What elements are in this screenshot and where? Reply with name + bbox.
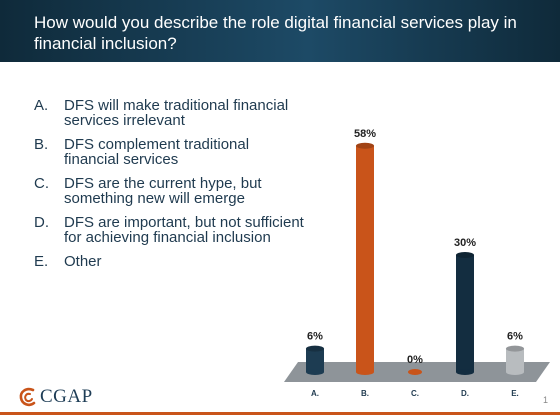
category-label: C. [411,389,419,398]
answer-option-a: A. DFS will make traditional financial s… [34,98,304,128]
category-label: B. [361,389,369,398]
cgap-swirl-icon [19,387,36,407]
option-text: DFS are the current hype, but something … [64,175,262,207]
bar-disc-C. [408,369,422,375]
bar-base-E. [506,369,524,375]
bar-body-E. [506,348,524,372]
data-label: 0% [407,354,423,366]
answer-option-d: D. DFS are important, but not sufficient… [34,215,304,245]
data-label: 58% [354,128,376,140]
bottom-divider [0,412,560,415]
answer-option-e: E. Other [34,254,304,269]
option-text: DFS will make traditional financial serv… [64,97,289,129]
category-label: D. [461,389,469,398]
cgap-logo: CGAP [18,384,93,410]
bar-top-E. [506,345,524,352]
bar-base-B. [356,369,374,375]
page-number: 1 [542,395,548,405]
bar-chart: 6% A. 58% B. 0% C. 30% D. 6% E. [284,128,550,398]
option-text: DFS complement traditional financial ser… [64,136,250,168]
option-letter: A. [34,97,49,114]
slide-title: How would you describe the role digital … [34,13,517,53]
data-label: 6% [307,331,323,343]
option-letter: C. [34,175,49,192]
bar-base-D. [456,369,474,375]
bar-top-D. [456,252,474,258]
category-label: E. [511,389,519,398]
bar-body-B. [356,145,374,372]
answer-options-list: A. DFS will make traditional financial s… [34,98,304,278]
option-text: DFS are important, but not sufficient fo… [64,214,304,246]
option-letter: E. [34,253,49,270]
option-letter: D. [34,214,49,231]
bar-top-B. [356,142,374,149]
option-letter: B. [34,136,49,153]
bar-body-D. [456,255,474,372]
logo-text: CGAP [40,386,93,407]
option-text: Other [64,253,102,270]
answer-option-b: B. DFS complement traditional financial … [34,137,304,167]
answer-option-c: C. DFS are the current hype, but somethi… [34,176,304,206]
bar-body-A. [306,348,324,372]
category-label: A. [311,389,319,398]
title-banner: How would you describe the role digital … [0,0,560,62]
data-label: 30% [454,237,476,249]
bar-top-A. [306,345,324,352]
data-label: 6% [507,331,523,343]
bar-base-A. [306,369,324,375]
